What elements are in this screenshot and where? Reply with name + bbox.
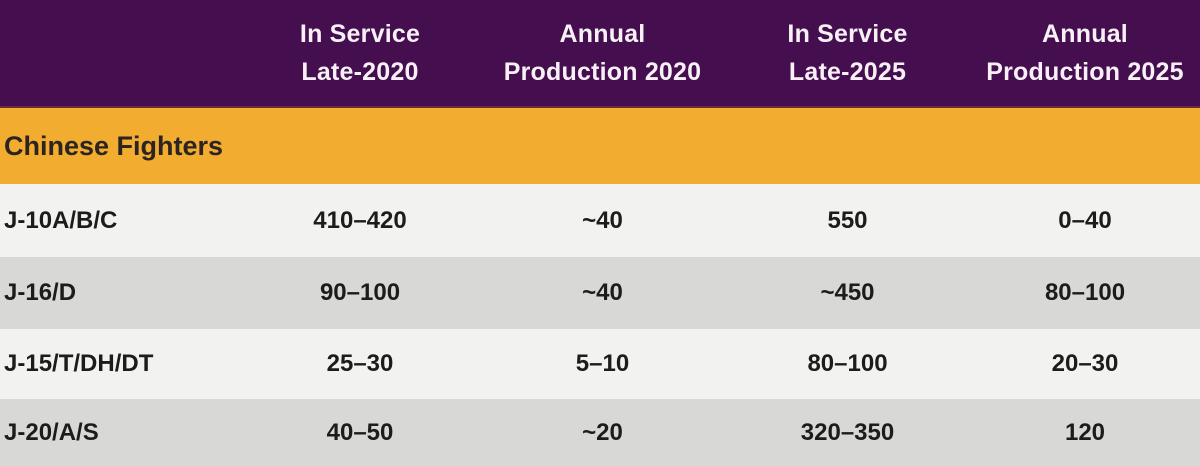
- column-header-line: In Service: [787, 20, 908, 48]
- table-header-row: In Service Late-2020 Annual Production 2…: [0, 0, 1200, 106]
- column-header-line: Late-2020: [301, 58, 419, 86]
- column-header-annual-production-2025: Annual Production 2025: [970, 0, 1200, 106]
- column-header-line: Annual: [559, 20, 646, 48]
- cell-value: 80–100: [807, 350, 888, 377]
- column-header-annual-production-2020: Annual Production 2020: [480, 0, 725, 106]
- column-header-line: Production 2020: [503, 58, 702, 86]
- cell-value: 550: [827, 206, 868, 234]
- row-label: J-15/T/DH/DT: [4, 350, 154, 377]
- cell-value: ~20: [582, 418, 623, 446]
- cell-value: 0–40: [1058, 206, 1112, 234]
- cell-value: 90–100: [319, 279, 401, 306]
- table-row: J-16/D 90–100 ~40 ~450 80–100: [0, 257, 1200, 329]
- column-header-line: Production 2025: [986, 58, 1184, 86]
- cell-value: ~40: [582, 206, 623, 234]
- cell-value: ~450: [820, 279, 875, 306]
- column-header-in-service-2025: In Service Late-2025: [725, 0, 970, 106]
- column-header-line: In Service: [299, 20, 421, 48]
- table-row: J-15/T/DH/DT 25–30 5–10 80–100 20–30: [0, 329, 1200, 399]
- column-header-in-service-2020: In Service Late-2020: [240, 0, 480, 106]
- cell-value: 20–30: [1051, 350, 1119, 377]
- cell-value: ~40: [582, 279, 623, 306]
- cell-value: 120: [1064, 418, 1106, 446]
- section-title: Chinese Fighters: [4, 130, 224, 161]
- column-header-line: Late-2025: [788, 58, 907, 86]
- header-cell-empty: [0, 0, 240, 106]
- section-header-row: Chinese Fighters: [0, 106, 1200, 184]
- row-label: J-10A/B/C: [4, 206, 118, 234]
- table-row: J-10A/B/C 410–420 ~40 550 0–40: [0, 184, 1200, 257]
- column-header-line: Annual: [1042, 20, 1128, 48]
- row-label: J-16/D: [4, 279, 77, 306]
- row-label: J-20/A/S: [4, 418, 99, 446]
- cell-value: 410–420: [313, 206, 407, 234]
- cell-value: 320–350: [800, 418, 895, 446]
- cell-value: 25–30: [326, 350, 394, 377]
- table-row: J-20/A/S 40–50 ~20 320–350 120: [0, 399, 1200, 466]
- cell-value: 40–50: [326, 418, 394, 446]
- cell-value: 5–10: [575, 350, 630, 377]
- cell-value: 80–100: [1044, 279, 1126, 306]
